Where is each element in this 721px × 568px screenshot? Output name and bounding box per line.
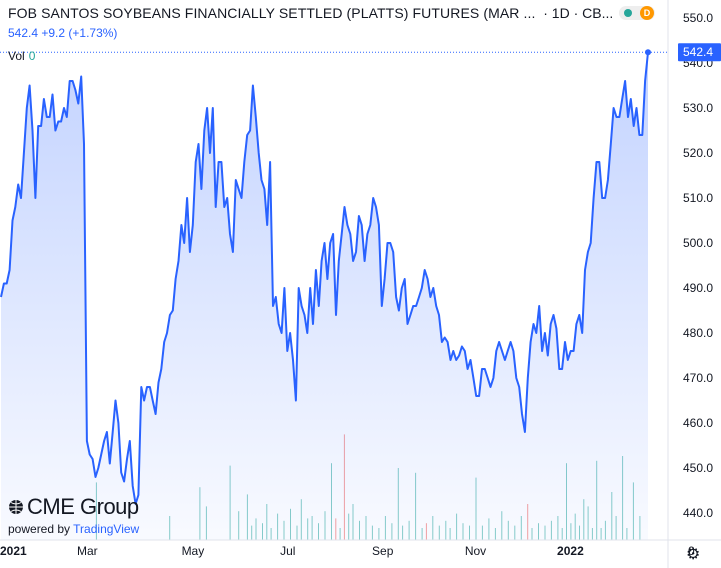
cme-logo-text: CME Group: [27, 494, 139, 520]
market-open-icon: [624, 9, 632, 17]
x-tick-label: Nov: [465, 544, 486, 558]
powered-by-text: powered by: [8, 522, 71, 537]
symbol-title[interactable]: FOB SANTOS SOYBEANS FINANCIALLY SETTLED …: [8, 5, 536, 21]
x-tick-label: Mar: [77, 544, 98, 558]
market-status-badges[interactable]: D: [619, 6, 655, 20]
y-tick-label: 500.0: [683, 236, 713, 250]
time-axis-value: 0: [688, 544, 695, 558]
y-tick-label: 450.0: [683, 461, 713, 475]
y-tick-label: 510.0: [683, 191, 713, 205]
y-tick-label: 490.0: [683, 281, 713, 295]
cme-logo[interactable]: CME Group powered by TradingView: [8, 493, 139, 536]
y-tick-label: 440.0: [683, 506, 713, 520]
chart-header: FOB SANTOS SOYBEANS FINANCIALLY SETTLED …: [8, 5, 613, 21]
price-quote: 542.4 +9.2 (+1.73%): [8, 26, 118, 40]
series-line: [0, 52, 649, 505]
x-tick-label: 2022: [557, 544, 584, 558]
settings-gear-icon[interactable]: ⚙: [686, 546, 701, 563]
volume-label: Vol: [8, 49, 25, 63]
y-tick-label: 470.0: [683, 371, 713, 385]
volume-value: 0: [28, 49, 36, 63]
x-tick-label: May: [182, 544, 205, 558]
y-tick-label: 520.0: [683, 146, 713, 160]
last-price-label: 542.4: [683, 45, 713, 59]
delayed-badge: D: [640, 6, 654, 20]
last-price-point: [645, 49, 651, 56]
volume-legend: Vol 0: [8, 49, 35, 63]
x-tick-label: Jul: [280, 544, 295, 558]
x-tick-label: 2021: [0, 544, 27, 558]
series-area: [1, 52, 648, 540]
y-tick-label: 460.0: [683, 416, 713, 430]
globe-icon: [9, 500, 23, 515]
interval-label[interactable]: · 1D · CB...: [539, 5, 614, 21]
tradingview-brand[interactable]: TradingView: [73, 522, 140, 537]
x-tick-label: Sep: [372, 544, 394, 558]
y-tick-label: 530.0: [683, 101, 713, 115]
last-price-badge: [678, 43, 721, 62]
y-tick-label: 480.0: [683, 326, 713, 340]
y-tick-label: 550.0: [683, 11, 713, 25]
